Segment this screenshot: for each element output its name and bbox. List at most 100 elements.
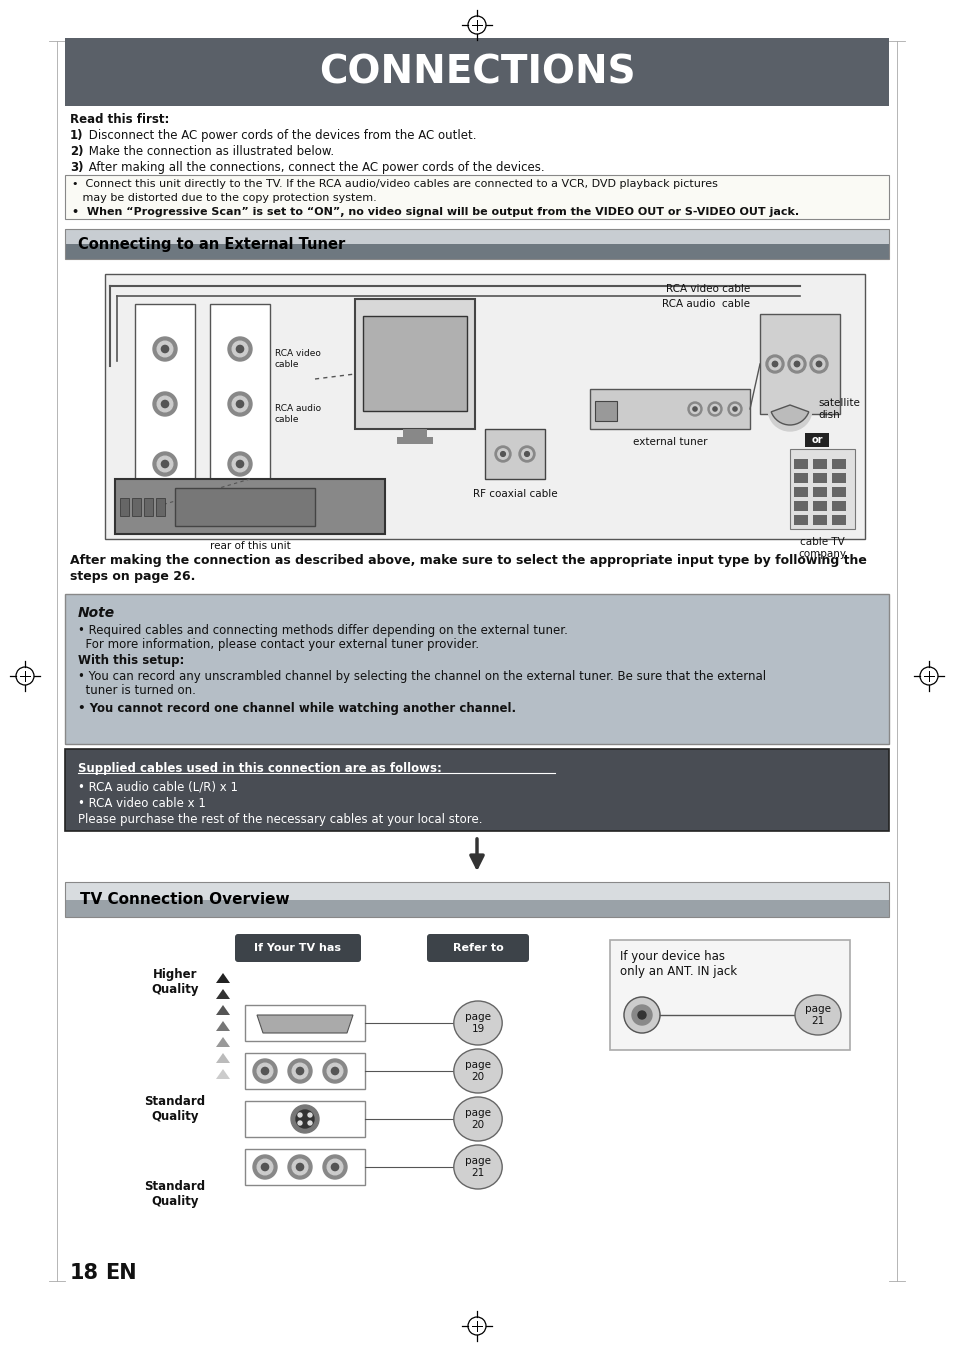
Circle shape: [772, 361, 777, 366]
Polygon shape: [256, 1015, 353, 1034]
Circle shape: [152, 453, 177, 476]
Circle shape: [253, 1059, 276, 1084]
Bar: [831, 486, 845, 497]
Bar: [812, 473, 826, 484]
Text: • RCA video cable x 1: • RCA video cable x 1: [78, 797, 206, 811]
Text: 3): 3): [70, 161, 84, 174]
Text: TV Connection Overview: TV Connection Overview: [80, 892, 290, 907]
Text: Standard
Quality: Standard Quality: [144, 1179, 205, 1208]
Circle shape: [727, 403, 741, 416]
Circle shape: [767, 386, 811, 431]
Polygon shape: [215, 1005, 230, 1015]
Circle shape: [687, 403, 701, 416]
Text: page
21: page 21: [464, 1156, 491, 1178]
Circle shape: [228, 336, 252, 361]
Circle shape: [253, 1155, 276, 1179]
Circle shape: [812, 358, 824, 370]
Circle shape: [710, 404, 719, 413]
Bar: [115, 480, 385, 534]
Bar: [245, 1148, 365, 1185]
Text: page
20: page 20: [464, 1108, 491, 1129]
Polygon shape: [215, 1038, 230, 1047]
Bar: [120, 499, 129, 516]
Bar: [65, 176, 888, 219]
Polygon shape: [215, 1052, 230, 1063]
Circle shape: [232, 396, 248, 412]
Text: cable TV
company: cable TV company: [797, 536, 845, 558]
Bar: [609, 940, 849, 1050]
FancyBboxPatch shape: [234, 934, 360, 962]
Circle shape: [732, 407, 737, 411]
Bar: [793, 486, 807, 497]
Text: Note: Note: [78, 607, 115, 620]
Text: may be distorted due to the copy protection system.: may be distorted due to the copy protect…: [71, 193, 376, 203]
Ellipse shape: [454, 1048, 501, 1093]
Text: Please purchase the rest of the necessary cables at your local store.: Please purchase the rest of the necessar…: [78, 813, 482, 825]
Polygon shape: [215, 1069, 230, 1079]
Text: Make the connection as illustrated below.: Make the connection as illustrated below…: [85, 145, 334, 158]
Circle shape: [257, 1159, 273, 1175]
Circle shape: [730, 404, 739, 413]
Circle shape: [331, 1163, 338, 1170]
Bar: [760, 313, 840, 413]
Bar: [396, 436, 433, 444]
Text: 1): 1): [70, 128, 84, 142]
Circle shape: [157, 457, 172, 471]
Text: After making all the connections, connect the AC power cords of the devices.: After making all the connections, connec…: [85, 161, 544, 174]
Bar: [595, 401, 617, 422]
Circle shape: [323, 1155, 347, 1179]
Text: steps on page 26.: steps on page 26.: [70, 570, 195, 584]
Circle shape: [236, 400, 243, 408]
Bar: [355, 299, 475, 430]
Text: • RCA audio cable (L/R) x 1: • RCA audio cable (L/R) x 1: [78, 781, 237, 794]
Circle shape: [236, 346, 243, 353]
Text: 18: 18: [70, 1263, 99, 1283]
Circle shape: [308, 1121, 312, 1125]
Bar: [132, 499, 141, 516]
Circle shape: [308, 1113, 312, 1117]
Bar: [812, 486, 826, 497]
Text: or: or: [810, 435, 821, 444]
Text: page
21: page 21: [804, 1004, 830, 1025]
Bar: [156, 499, 165, 516]
Polygon shape: [215, 989, 230, 998]
Bar: [793, 473, 807, 484]
Circle shape: [495, 446, 511, 462]
Text: satellite
dish: satellite dish: [817, 399, 859, 420]
Circle shape: [157, 342, 172, 357]
Bar: [804, 434, 828, 447]
Circle shape: [297, 1121, 302, 1125]
Circle shape: [521, 449, 532, 459]
Text: Disconnect the AC power cords of the devices from the AC outlet.: Disconnect the AC power cords of the dev…: [85, 128, 476, 142]
Bar: [65, 900, 888, 917]
Bar: [135, 304, 194, 504]
Text: •  Connect this unit directly to the TV. If the RCA audio/video cables are conne: • Connect this unit directly to the TV. …: [71, 178, 717, 189]
Circle shape: [497, 449, 508, 459]
Text: RCA video
cable: RCA video cable: [274, 350, 320, 369]
Circle shape: [623, 997, 659, 1034]
Circle shape: [500, 451, 505, 457]
Circle shape: [790, 358, 802, 370]
Bar: [65, 594, 888, 744]
Circle shape: [296, 1163, 303, 1170]
Bar: [65, 748, 888, 831]
Circle shape: [152, 392, 177, 416]
Bar: [789, 449, 854, 530]
Text: Connecting to an External Tuner: Connecting to an External Tuner: [78, 236, 345, 251]
Bar: [363, 316, 467, 411]
Text: RCA audio  cable: RCA audio cable: [661, 299, 749, 309]
Circle shape: [692, 407, 697, 411]
Circle shape: [524, 451, 529, 457]
Text: • You can record any unscrambled channel by selecting the channel on the externa: • You can record any unscrambled channel…: [78, 670, 765, 684]
Bar: [245, 1052, 365, 1089]
Circle shape: [261, 1163, 269, 1170]
Circle shape: [297, 1113, 302, 1117]
Circle shape: [323, 1059, 347, 1084]
Circle shape: [690, 404, 699, 413]
Bar: [210, 304, 270, 504]
Text: RF coaxial cable: RF coaxial cable: [472, 489, 557, 499]
Text: •  When “Progressive Scan” is set to “ON”, no video signal will be output from t: • When “Progressive Scan” is set to “ON”…: [71, 207, 799, 218]
Circle shape: [765, 355, 783, 373]
Circle shape: [295, 1111, 314, 1128]
Text: Standard
Quality: Standard Quality: [144, 1096, 205, 1123]
